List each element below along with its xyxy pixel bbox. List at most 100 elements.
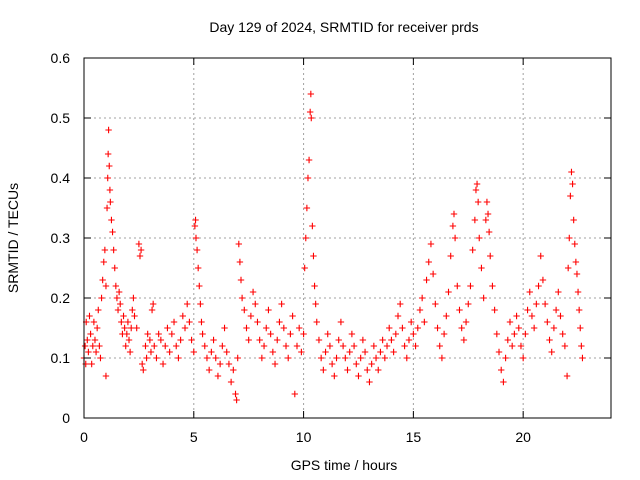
data-point <box>205 366 213 374</box>
data-point <box>129 306 136 314</box>
data-point <box>282 342 290 350</box>
data-point <box>120 312 127 320</box>
data-point <box>181 324 189 332</box>
data-point <box>383 342 391 350</box>
data-point <box>117 300 124 308</box>
data-point <box>300 330 307 338</box>
data-point <box>97 354 104 362</box>
data-point <box>504 336 511 344</box>
data-point <box>412 342 419 350</box>
data-point <box>392 330 400 338</box>
data-point <box>118 318 125 326</box>
data-point <box>237 276 245 284</box>
data-point <box>361 348 369 356</box>
data-point <box>443 312 450 320</box>
data-point <box>88 360 95 368</box>
data-point <box>489 282 496 290</box>
data-point <box>89 342 96 350</box>
data-point <box>258 354 266 362</box>
data-point <box>298 348 305 356</box>
data-point <box>454 282 461 290</box>
data-point <box>513 312 520 320</box>
data-point <box>95 306 102 314</box>
data-point <box>84 336 91 344</box>
data-point <box>544 318 551 326</box>
data-point <box>198 318 205 326</box>
data-point <box>366 378 373 386</box>
data-point <box>401 342 408 350</box>
data-point <box>410 330 417 338</box>
data-point <box>462 318 470 326</box>
data-point <box>303 204 311 212</box>
x-tick-label: 0 <box>80 429 88 445</box>
data-point <box>173 342 180 350</box>
data-point <box>537 252 544 260</box>
data-point <box>372 354 380 362</box>
data-point <box>223 348 230 356</box>
data-point <box>128 324 135 332</box>
data-point <box>473 180 481 188</box>
data-point <box>81 342 89 350</box>
y-tick-label: 0.4 <box>51 170 71 186</box>
data-point <box>192 216 199 224</box>
data-point <box>320 366 327 374</box>
data-point <box>313 318 320 326</box>
data-point <box>394 312 402 320</box>
data-point <box>559 330 566 338</box>
data-point <box>577 324 584 332</box>
data-point <box>99 276 106 284</box>
data-point <box>260 342 268 350</box>
data-point <box>498 366 505 374</box>
data-point <box>337 318 345 326</box>
data-point <box>238 294 246 302</box>
data-point <box>495 348 503 356</box>
data-point <box>234 354 241 362</box>
data-point <box>192 234 200 242</box>
data-point <box>421 318 428 326</box>
data-point <box>254 318 261 326</box>
data-point <box>482 216 490 224</box>
data-point <box>561 342 569 350</box>
data-point <box>469 246 476 254</box>
data-point <box>438 354 446 362</box>
data-point <box>533 300 540 308</box>
data-point <box>480 294 487 302</box>
data-point <box>101 246 109 254</box>
data-point <box>344 366 351 374</box>
data-point <box>386 324 393 332</box>
data-point <box>579 354 586 362</box>
data-point <box>280 324 288 332</box>
data-point <box>546 336 553 344</box>
data-point <box>508 342 516 350</box>
data-point <box>241 306 248 314</box>
data-point <box>458 324 465 332</box>
data-point <box>445 288 452 296</box>
data-point <box>186 318 193 326</box>
data-point <box>563 372 571 380</box>
y-axis-label: SRMTID / TECUs <box>5 183 21 293</box>
data-point <box>429 270 437 278</box>
data-point <box>414 324 421 332</box>
data-point <box>306 108 314 116</box>
data-point <box>133 324 140 332</box>
data-point <box>230 366 237 374</box>
data-point <box>460 336 468 344</box>
data-point <box>136 252 144 260</box>
data-point <box>194 264 202 272</box>
data-point <box>142 342 149 350</box>
data-point <box>140 366 147 374</box>
data-point <box>130 294 137 302</box>
data-point <box>397 300 404 308</box>
data-point <box>407 318 415 326</box>
data-point <box>364 366 371 374</box>
data-point <box>87 330 94 338</box>
data-point <box>528 312 536 320</box>
data-point <box>339 342 347 350</box>
data-point <box>278 300 285 308</box>
data-point <box>304 174 312 182</box>
data-point <box>168 330 176 338</box>
data-point <box>196 282 203 290</box>
data-point <box>212 354 219 362</box>
data-point <box>517 342 525 350</box>
data-point <box>541 300 549 308</box>
